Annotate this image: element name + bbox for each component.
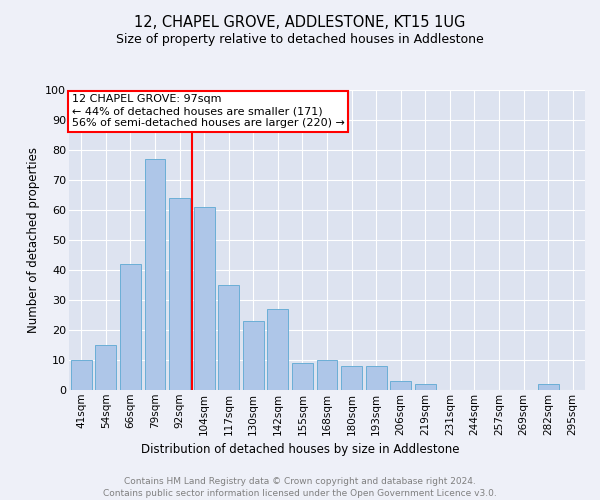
Bar	[341, 366, 362, 390]
Bar	[538, 384, 559, 390]
Y-axis label: Number of detached properties: Number of detached properties	[26, 147, 40, 333]
Text: Contains HM Land Registry data © Crown copyright and database right 2024.: Contains HM Land Registry data © Crown c…	[124, 478, 476, 486]
Bar	[95, 345, 116, 390]
Bar	[268, 309, 289, 390]
Bar	[120, 264, 141, 390]
Bar	[292, 363, 313, 390]
Bar	[194, 207, 215, 390]
Bar	[145, 159, 166, 390]
Bar	[415, 384, 436, 390]
Text: 12 CHAPEL GROVE: 97sqm
← 44% of detached houses are smaller (171)
56% of semi-de: 12 CHAPEL GROVE: 97sqm ← 44% of detached…	[71, 94, 344, 128]
Bar	[71, 360, 92, 390]
Text: Contains public sector information licensed under the Open Government Licence v3: Contains public sector information licen…	[103, 489, 497, 498]
Bar	[365, 366, 386, 390]
Bar	[169, 198, 190, 390]
Bar	[243, 321, 264, 390]
Bar	[317, 360, 337, 390]
Bar	[218, 285, 239, 390]
Bar	[390, 381, 411, 390]
Text: Distribution of detached houses by size in Addlestone: Distribution of detached houses by size …	[141, 442, 459, 456]
Text: 12, CHAPEL GROVE, ADDLESTONE, KT15 1UG: 12, CHAPEL GROVE, ADDLESTONE, KT15 1UG	[134, 15, 466, 30]
Text: Size of property relative to detached houses in Addlestone: Size of property relative to detached ho…	[116, 32, 484, 46]
